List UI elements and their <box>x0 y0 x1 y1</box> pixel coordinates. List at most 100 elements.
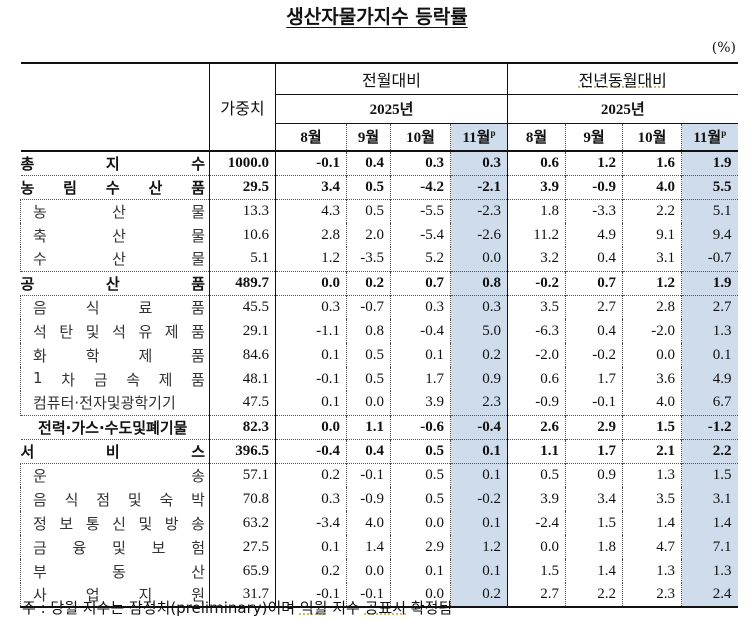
cell-mom-8: -1.1 <box>275 319 347 343</box>
cell-mom-9: 0.5 <box>346 174 391 199</box>
cell-yoy-11: 1.4 <box>681 511 738 535</box>
row-weight: 13.3 <box>209 198 276 223</box>
cell-mom-9: 0.8 <box>346 319 391 343</box>
cell-mom-8: 3.4 <box>275 174 347 199</box>
cell-mom-11: -2.1 <box>450 174 508 199</box>
row-weight: 47.5 <box>209 391 276 415</box>
cell-mom-11: 2.3 <box>450 391 508 415</box>
row-weight: 27.5 <box>209 535 276 559</box>
cell-yoy-10: 1.6 <box>622 151 682 175</box>
footnote: 주 : 당월 지수는 잠정치(preliminary)이며 익월 지수 공표시 … <box>22 599 453 617</box>
row-weight: 57.1 <box>209 462 276 487</box>
cell-mom-11: 1.2 <box>450 535 508 559</box>
cell-mom-10: 0.3 <box>390 294 451 319</box>
cell-mom-11: -2.6 <box>450 223 508 247</box>
row-weight: 396.5 <box>209 438 276 463</box>
cell-mom-11: 0.1 <box>450 462 508 487</box>
cell-mom-9: 1.1 <box>346 414 391 439</box>
cell-mom-8: 0.0 <box>275 270 347 295</box>
cell-mom-11: 0.3 <box>450 294 508 319</box>
cell-yoy-11: 6.7 <box>681 391 738 415</box>
cell-yoy-9: 1.2 <box>565 151 623 175</box>
cell-mom-11: 0.9 <box>450 367 508 391</box>
table-row: 화 학 제 품 84.6 0.1 0.5 0.1 0.2 -2.0 -0.2 0.0 0.1 <box>20 343 738 367</box>
row-weight: 45.5 <box>209 294 276 319</box>
cell-yoy-10: 1.2 <box>622 270 682 295</box>
table-row: 서 비 스 396.5 -0.4 0.4 0.5 0.1 1.1 1.7 2.1 2.2 <box>20 438 738 463</box>
cell-mom-9: 0.4 <box>346 151 391 175</box>
cell-yoy-10: 3.5 <box>622 487 682 511</box>
cell-yoy-8: 3.5 <box>507 294 566 319</box>
cell-yoy-10: 3.1 <box>622 247 682 271</box>
cell-yoy-8: -2.0 <box>507 343 566 367</box>
cell-mom-9: 0.5 <box>346 367 391 391</box>
cell-yoy-8: 0.6 <box>507 151 566 175</box>
cell-yoy-8: 1.1 <box>507 438 566 463</box>
table-row: 금 융 및 보 험 27.5 0.1 1.4 2.9 1.2 0.0 1.8 4.7 7.1 <box>20 535 738 559</box>
cell-mom-10: -5.5 <box>390 198 451 223</box>
cell-mom-8: 0.3 <box>275 487 347 511</box>
cell-yoy-11: 1.5 <box>681 462 738 487</box>
cell-mom-10: -4.2 <box>390 174 451 199</box>
row-weight: 48.1 <box>209 367 276 391</box>
cell-yoy-8: -6.3 <box>507 319 566 343</box>
cell-yoy-10: 1.5 <box>622 414 682 439</box>
cell-yoy-8: 2.6 <box>507 414 566 439</box>
cell-mom-9: 2.0 <box>346 223 391 247</box>
row-weight: 29.5 <box>209 174 276 199</box>
table-row: 부 동 산 65.9 0.2 0.0 0.1 0.1 1.5 1.4 1.3 1.3 <box>20 559 738 583</box>
table-row: 수 산 물 5.1 1.2 -3.5 5.2 0.0 3.2 0.4 3.1 -0.7 <box>20 247 738 271</box>
ppi-change-table: 가중치 전월대비 전년동월대비 2025년 2025년 8월 9월 10월 11월p 8… <box>20 62 738 608</box>
row-weight: 489.7 <box>209 270 276 295</box>
cell-yoy-11: 1.9 <box>681 270 738 295</box>
cell-mom-10: 0.3 <box>390 151 451 175</box>
cell-mom-8: 1.2 <box>275 247 347 271</box>
header-month-mom-10: 10월 <box>390 123 451 151</box>
cell-mom-8: 0.0 <box>275 414 347 439</box>
cell-yoy-9: 0.9 <box>565 462 623 487</box>
cell-mom-10: 1.7 <box>390 367 451 391</box>
table-row: 공 산 품 489.7 0.0 0.2 0.7 0.8 -0.2 0.7 1.2 1.9 <box>20 270 738 295</box>
cell-yoy-10: 2.2 <box>622 198 682 223</box>
table-row: 운 송 57.1 0.2 -0.1 0.5 0.1 0.5 0.9 1.3 1.5 <box>20 462 738 487</box>
cell-yoy-9: 4.9 <box>565 223 623 247</box>
cell-mom-9: 0.0 <box>346 559 391 583</box>
cell-mom-10: 0.5 <box>390 438 451 463</box>
cell-mom-11: 0.2 <box>450 583 508 608</box>
table-row: 농 림 수 산 품 29.5 3.4 0.5 -4.2 -2.1 3.9 -0.9 4.0 5.5 <box>20 174 738 199</box>
header-month-mom-11: 11월p <box>450 123 508 151</box>
table-row: 전력·가스·수도및폐기물 82.3 0.0 1.1 -0.6 -0.4 2.6 2.9 1.5-… <box>20 414 738 439</box>
row-weight: 29.1 <box>209 319 276 343</box>
cell-mom-10: 0.5 <box>390 462 451 487</box>
cell-mom-9: -0.1 <box>346 462 391 487</box>
cell-mom-8: 0.2 <box>275 559 347 583</box>
cell-yoy-10: 4.0 <box>622 174 682 199</box>
row-weight: 84.6 <box>209 343 276 367</box>
cell-yoy-8: -2.4 <box>507 511 566 535</box>
unit-label: (%) <box>711 40 736 56</box>
row-label: 컴퓨터·전자및광학기기 <box>20 391 210 415</box>
cell-mom-9: 0.5 <box>346 198 391 223</box>
cell-mom-11: 0.3 <box>450 151 508 175</box>
cell-mom-10: -0.4 <box>390 319 451 343</box>
cell-yoy-11: 2.7 <box>681 294 738 319</box>
cell-yoy-8: -0.2 <box>507 270 566 295</box>
cell-mom-11: 0.1 <box>450 438 508 463</box>
cell-mom-8: 0.2 <box>275 462 347 487</box>
row-weight: 65.9 <box>209 559 276 583</box>
cell-yoy-11: -0.7 <box>681 247 738 271</box>
cell-yoy-10: 3.6 <box>622 367 682 391</box>
cell-yoy-10: 1.3 <box>622 462 682 487</box>
cell-yoy-9: 2.9 <box>565 414 623 439</box>
cell-mom-9: -0.7 <box>346 294 391 319</box>
header-month-yoy-9: 9월 <box>565 123 623 151</box>
cell-yoy-9: 1.7 <box>565 438 623 463</box>
cell-mom-8: -0.1 <box>275 583 347 608</box>
